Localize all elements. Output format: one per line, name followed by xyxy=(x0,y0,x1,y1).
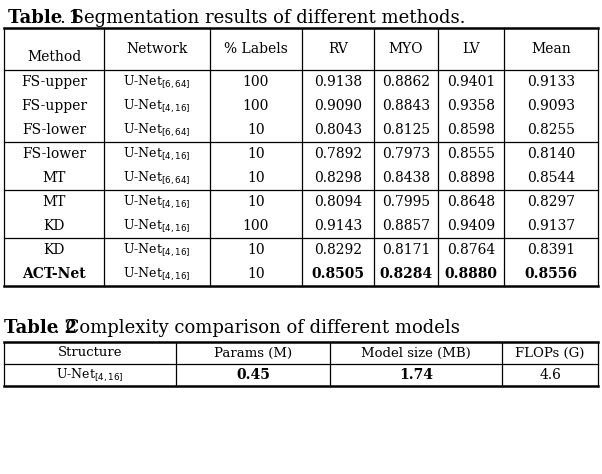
Text: 10: 10 xyxy=(247,195,265,209)
Text: U-Net$_{[4,16]}$: U-Net$_{[4,16]}$ xyxy=(123,146,191,163)
Text: 0.8043: 0.8043 xyxy=(314,123,362,137)
Text: 0.8843: 0.8843 xyxy=(382,99,430,113)
Text: U-Net$_{[4,16]}$: U-Net$_{[4,16]}$ xyxy=(123,97,191,115)
Text: 0.8555: 0.8555 xyxy=(447,147,495,161)
Text: U-Net$_{[4,16]}$: U-Net$_{[4,16]}$ xyxy=(123,241,191,259)
Text: 0.9093: 0.9093 xyxy=(527,99,575,113)
Text: U-Net$_{[6,64]}$: U-Net$_{[6,64]}$ xyxy=(123,73,191,91)
Text: MT: MT xyxy=(42,195,66,209)
Text: ACT-Net: ACT-Net xyxy=(22,267,86,281)
Text: 0.8140: 0.8140 xyxy=(527,147,575,161)
Text: FS-lower: FS-lower xyxy=(22,123,86,137)
Text: 0.8880: 0.8880 xyxy=(444,267,497,281)
Text: 0.9401: 0.9401 xyxy=(447,75,495,89)
Text: LV: LV xyxy=(462,42,480,56)
Text: 0.9133: 0.9133 xyxy=(527,75,575,89)
Text: 0.9409: 0.9409 xyxy=(447,219,495,233)
Text: 0.45: 0.45 xyxy=(236,368,270,382)
Text: Table 2: Table 2 xyxy=(4,319,77,337)
Text: KD: KD xyxy=(43,243,64,257)
Text: 0.8505: 0.8505 xyxy=(311,267,364,281)
Text: 0.8544: 0.8544 xyxy=(527,171,575,185)
Text: MT: MT xyxy=(42,171,66,185)
Text: 0.8298: 0.8298 xyxy=(314,171,362,185)
Text: Network: Network xyxy=(126,42,188,56)
Text: 0.8764: 0.8764 xyxy=(447,243,495,257)
Text: 1.74: 1.74 xyxy=(399,368,433,382)
Text: 0.9137: 0.9137 xyxy=(527,219,575,233)
Text: Params (M): Params (M) xyxy=(214,346,292,359)
Text: 0.8898: 0.8898 xyxy=(447,171,495,185)
Text: 0.8125: 0.8125 xyxy=(382,123,430,137)
Text: Mean: Mean xyxy=(531,42,571,56)
Text: . Segmentation results of different methods.: . Segmentation results of different meth… xyxy=(60,9,465,27)
Text: U-Net$_{[6,64]}$: U-Net$_{[6,64]}$ xyxy=(123,169,191,187)
Text: RV: RV xyxy=(328,42,348,56)
Text: U-Net$_{[4,16]}$: U-Net$_{[4,16]}$ xyxy=(123,265,191,283)
Text: 0.8292: 0.8292 xyxy=(314,243,362,257)
Text: 0.9138: 0.9138 xyxy=(314,75,362,89)
Text: 10: 10 xyxy=(247,147,265,161)
Text: MYO: MYO xyxy=(389,42,423,56)
Text: 100: 100 xyxy=(243,75,269,89)
Text: 0.9143: 0.9143 xyxy=(314,219,362,233)
Text: U-Net$_{[4,16]}$: U-Net$_{[4,16]}$ xyxy=(123,217,191,235)
Text: U-Net$_{[4,16]}$: U-Net$_{[4,16]}$ xyxy=(123,193,191,211)
Text: 0.8862: 0.8862 xyxy=(382,75,430,89)
Text: 0.7995: 0.7995 xyxy=(382,195,430,209)
Text: FS-upper: FS-upper xyxy=(21,75,87,89)
Text: 0.8297: 0.8297 xyxy=(527,195,575,209)
Text: Table 1: Table 1 xyxy=(8,9,81,27)
Text: FLOPs (G): FLOPs (G) xyxy=(515,346,585,359)
Text: 10: 10 xyxy=(247,243,265,257)
Text: FS-upper: FS-upper xyxy=(21,99,87,113)
Text: 0.8255: 0.8255 xyxy=(527,123,575,137)
Text: KD: KD xyxy=(43,219,64,233)
Text: U-Net$_{[4,16]}$: U-Net$_{[4,16]}$ xyxy=(56,366,124,383)
Text: 0.8094: 0.8094 xyxy=(314,195,362,209)
Text: 100: 100 xyxy=(243,99,269,113)
Text: 0.8648: 0.8648 xyxy=(447,195,495,209)
Text: 0.9358: 0.9358 xyxy=(447,99,495,113)
Text: 0.8556: 0.8556 xyxy=(524,267,577,281)
Text: 10: 10 xyxy=(247,171,265,185)
Text: Method: Method xyxy=(27,50,81,64)
Text: 4.6: 4.6 xyxy=(539,368,561,382)
Text: U-Net$_{[6,64]}$: U-Net$_{[6,64]}$ xyxy=(123,121,191,139)
Text: 10: 10 xyxy=(247,123,265,137)
Text: Model size (MB): Model size (MB) xyxy=(361,346,471,359)
Text: 0.8598: 0.8598 xyxy=(447,123,495,137)
Text: 0.9090: 0.9090 xyxy=(314,99,362,113)
Text: 0.7892: 0.7892 xyxy=(314,147,362,161)
Text: % Labels: % Labels xyxy=(224,42,288,56)
Text: 0.8171: 0.8171 xyxy=(382,243,430,257)
Text: 0.7973: 0.7973 xyxy=(382,147,430,161)
Text: 10: 10 xyxy=(247,267,265,281)
Text: 0.8438: 0.8438 xyxy=(382,171,430,185)
Text: 100: 100 xyxy=(243,219,269,233)
Text: 0.8857: 0.8857 xyxy=(382,219,430,233)
Text: Structure: Structure xyxy=(58,346,122,359)
Text: FS-lower: FS-lower xyxy=(22,147,86,161)
Text: 0.8391: 0.8391 xyxy=(527,243,575,257)
Text: 0.8284: 0.8284 xyxy=(379,267,433,281)
Text: . Complexity comparison of different models: . Complexity comparison of different mod… xyxy=(54,319,460,337)
